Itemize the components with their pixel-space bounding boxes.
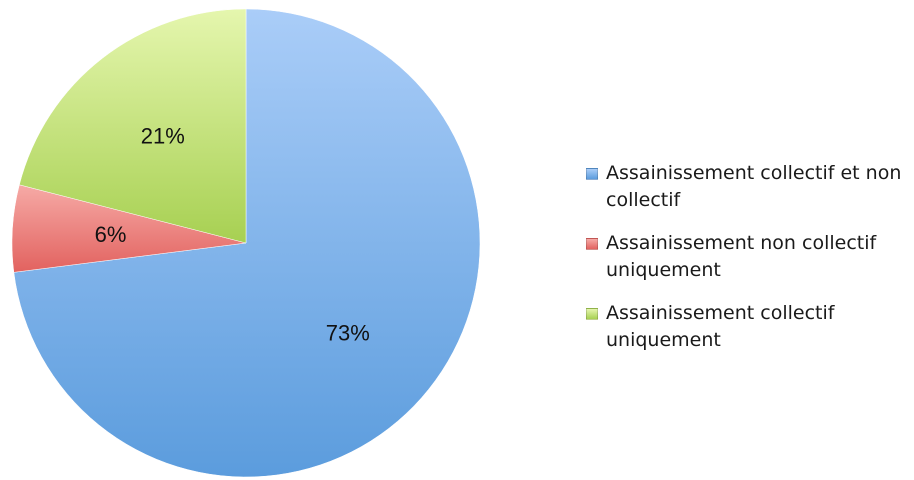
legend-swatch-green xyxy=(586,308,598,320)
legend-item-collectif-uniquement: Assainissement collectif uniquement xyxy=(582,300,912,354)
slice-label-73: 73% xyxy=(326,320,370,345)
slice-label-21: 21% xyxy=(141,123,185,148)
legend-label: Assainissement non collectif uniquement xyxy=(606,232,877,281)
slice-collectif-uniquement xyxy=(19,8,247,244)
legend-item-non-collectif-uniquement: Assainissement non collectif uniquement xyxy=(582,230,912,284)
legend-label: Assainissement collectif et non collecti… xyxy=(606,162,902,211)
legend: Assainissement collectif et non collecti… xyxy=(582,160,912,370)
slice-collectif-et-non-collectif xyxy=(13,8,481,478)
legend-swatch-red xyxy=(586,238,598,250)
legend-item-collectif-et-non-collectif: Assainissement collectif et non collecti… xyxy=(582,160,912,214)
legend-label: Assainissement collectif uniquement xyxy=(606,302,835,351)
slice-label-6: 6% xyxy=(95,222,127,247)
legend-swatch-blue xyxy=(586,168,598,180)
